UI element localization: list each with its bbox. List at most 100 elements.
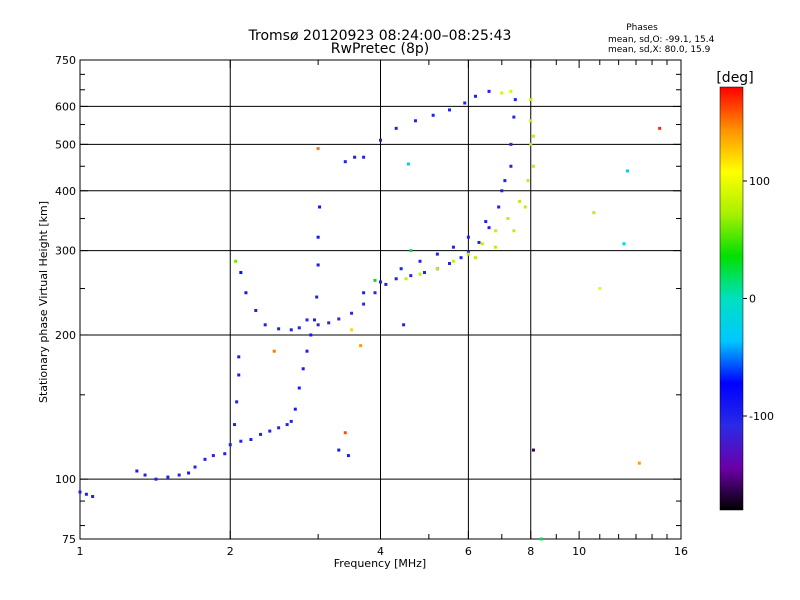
- colorbar-ticks: 100 0 -100: [743, 175, 774, 423]
- data-point-o: [337, 317, 341, 321]
- data-point-x: [234, 259, 238, 263]
- data-point-o: [384, 282, 388, 286]
- data-point-o: [350, 311, 354, 315]
- chart-subtitle: RwPretec (8p): [331, 41, 429, 57]
- data-point-o: [301, 367, 305, 371]
- x-tick-label: 6: [465, 545, 472, 558]
- data-point-x: [272, 349, 276, 353]
- data-point-o: [362, 302, 366, 306]
- data-point-o: [237, 355, 241, 359]
- data-point-o: [379, 280, 382, 284]
- data-point-o: [394, 277, 398, 281]
- colorbar-tick-label: 0: [749, 293, 756, 306]
- data-point-o: [459, 256, 463, 260]
- y-tick-label: 300: [55, 245, 76, 258]
- data-point-x: [373, 278, 377, 282]
- colorbar-label: [deg]: [716, 70, 753, 86]
- data-point-x: [512, 229, 516, 233]
- data-point-o: [513, 98, 517, 102]
- data-point-o: [353, 155, 357, 159]
- data-point-o: [409, 274, 413, 278]
- data-point-o: [315, 295, 319, 299]
- data-point-o: [154, 477, 158, 481]
- data-point-x: [637, 461, 641, 465]
- data-point-x: [531, 164, 535, 168]
- data-point-o: [277, 426, 281, 430]
- data-point-o: [509, 164, 513, 168]
- data-point-o: [512, 115, 516, 119]
- data-point-o: [249, 438, 253, 442]
- data-point-o: [143, 473, 147, 477]
- y-axis-label: Stationary phase Virtual Height [km]: [37, 201, 50, 403]
- data-point-o: [431, 113, 435, 117]
- data-point-o: [135, 469, 139, 473]
- data-point-x: [531, 134, 535, 138]
- phases-heading: Phases: [626, 23, 658, 33]
- data-point-o: [297, 326, 301, 330]
- data-point-x: [409, 249, 413, 253]
- data-point-o: [91, 494, 95, 498]
- data-point-o: [394, 126, 398, 130]
- data-point-o: [285, 423, 289, 427]
- grid-lines: [80, 60, 681, 539]
- y-tick-label: 100: [55, 473, 76, 486]
- data-point-x: [435, 267, 439, 271]
- y-axis: 75 100 200 300 400 500 600 750: [55, 54, 681, 546]
- data-point-x: [518, 199, 522, 203]
- data-point-o: [503, 179, 507, 183]
- data-point-o: [379, 138, 382, 142]
- x-tick-label: 10: [572, 545, 586, 558]
- data-point-x: [529, 98, 533, 102]
- x-tick-label: 8: [527, 545, 534, 558]
- data-point-x: [406, 162, 410, 166]
- data-point-x: [598, 287, 602, 291]
- data-point-o: [78, 490, 82, 494]
- data-point-x: [466, 252, 470, 256]
- data-points: [78, 89, 662, 541]
- data-point-x: [526, 179, 530, 183]
- data-point-o: [309, 333, 313, 337]
- data-point-o: [343, 160, 347, 164]
- y-tick-label: 400: [55, 185, 76, 198]
- x-tick-label: 2: [227, 545, 234, 558]
- colorbar-tick-label: 100: [749, 175, 770, 188]
- y-tick-label: 500: [55, 138, 76, 151]
- data-point-x: [539, 537, 543, 541]
- data-point-o: [254, 308, 258, 312]
- data-point-x: [404, 277, 408, 281]
- data-point-x: [451, 259, 455, 263]
- colorbar-bar: [719, 86, 744, 511]
- phases-x-stats: mean, sd,X: 80.0, 15.9: [608, 45, 711, 55]
- data-point-o: [477, 240, 481, 244]
- data-point-o: [337, 448, 341, 452]
- data-point-x: [509, 89, 513, 93]
- chart-title: Tromsø 20120923 08:24:00–08:25:43: [248, 28, 512, 44]
- data-point-o: [305, 349, 309, 353]
- data-point-o: [244, 291, 248, 295]
- data-point-o: [316, 263, 320, 267]
- data-point-o: [211, 454, 215, 458]
- data-point-x: [506, 217, 510, 221]
- x-tick-label: 1: [77, 545, 84, 558]
- data-point-o: [373, 291, 377, 295]
- data-point-o: [233, 423, 237, 427]
- data-point-o: [473, 94, 477, 98]
- data-point-o: [239, 439, 243, 443]
- data-point-x: [343, 431, 347, 435]
- data-point-o: [187, 471, 191, 475]
- data-point-x: [622, 242, 626, 246]
- data-point-o: [435, 252, 439, 256]
- x-tick-label: 16: [674, 545, 688, 558]
- data-point-x: [592, 211, 596, 215]
- data-point-o: [362, 291, 366, 295]
- data-point-x: [350, 328, 354, 332]
- data-point-o: [402, 323, 406, 327]
- data-point-o: [466, 250, 470, 254]
- data-point-x: [473, 256, 477, 260]
- data-point-o: [237, 373, 241, 377]
- data-point-o: [277, 327, 281, 331]
- data-point-o: [305, 318, 309, 322]
- data-point-o: [228, 443, 232, 447]
- data-point-o: [399, 267, 403, 271]
- data-point-o: [448, 108, 452, 112]
